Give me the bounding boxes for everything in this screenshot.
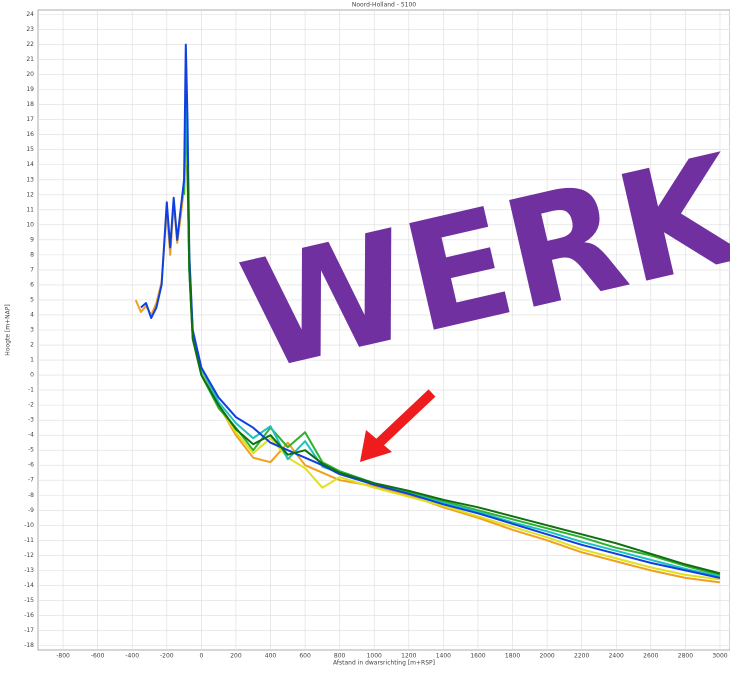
y-tick-label: -10: [24, 522, 34, 529]
x-tick-label: 2800: [678, 653, 693, 660]
x-tick-label: -200: [160, 653, 174, 660]
y-tick-label: 6: [30, 281, 34, 288]
y-tick-label: 5: [30, 296, 34, 303]
x-tick-label: 1800: [505, 653, 520, 660]
y-tick-label: 22: [26, 41, 34, 48]
y-tick-label: 19: [26, 86, 34, 93]
x-tick-label: 0: [199, 653, 203, 660]
x-tick-label: 1400: [436, 653, 451, 660]
x-tick-label: 1600: [470, 653, 485, 660]
x-tick-label: 1000: [367, 653, 382, 660]
y-tick-label: -17: [24, 627, 34, 634]
y-tick-label: -1: [28, 387, 34, 394]
y-tick-label: 2: [30, 342, 34, 349]
chart-title: Noord-Holland - 5100: [352, 2, 416, 9]
y-tick-label: 4: [30, 311, 34, 318]
x-tick-label: 1200: [401, 653, 416, 660]
y-tick-label: 11: [26, 206, 34, 213]
y-tick-label: -18: [24, 642, 34, 649]
x-axis-label: Afstand in dwarsrichting [m+RSP]: [333, 660, 435, 667]
y-tick-label: -6: [28, 462, 34, 469]
x-tick-label: -400: [125, 653, 139, 660]
y-tick-label: 14: [26, 161, 34, 168]
y-tick-label: 7: [30, 266, 34, 273]
y-tick-label: 15: [26, 146, 34, 153]
y-tick-label: -14: [24, 582, 34, 589]
y-tick-label: 21: [26, 56, 34, 63]
x-tick-label: 400: [265, 653, 277, 660]
y-tick-label: 12: [26, 191, 34, 198]
y-tick-label: 24: [26, 11, 34, 18]
x-tick-label: -800: [56, 653, 70, 660]
x-tick-label: 2000: [539, 653, 554, 660]
y-tick-label: -5: [28, 447, 34, 454]
y-tick-label: -7: [28, 477, 34, 484]
y-tick-label: -16: [24, 612, 34, 619]
y-tick-label: 0: [30, 372, 34, 379]
y-tick-label: -9: [28, 507, 34, 514]
y-tick-label: 9: [30, 236, 34, 243]
y-tick-label: 23: [26, 26, 34, 33]
y-tick-label: -12: [24, 552, 34, 559]
y-tick-label: 13: [26, 176, 34, 183]
y-tick-label: -4: [28, 432, 34, 439]
y-tick-label: -8: [28, 492, 34, 499]
x-tick-label: 3000: [712, 653, 727, 660]
chart: Noord-Holland - 5100 Afstand in dwarsric…: [0, 0, 730, 693]
y-tick-label: 3: [30, 327, 34, 334]
x-tick-label: 2400: [609, 653, 624, 660]
y-tick-label: -3: [28, 417, 34, 424]
y-tick-label: 20: [26, 71, 34, 78]
x-tick-label: 2600: [643, 653, 658, 660]
x-tick-label: 800: [334, 653, 346, 660]
y-tick-label: 10: [26, 221, 34, 228]
x-tick-label: -600: [91, 653, 105, 660]
y-tick-label: 18: [26, 101, 34, 108]
y-tick-label: -13: [24, 567, 34, 574]
y-tick-label: 1: [30, 357, 34, 364]
y-axis-label: Hoogte [m+NAP]: [5, 304, 12, 355]
x-tick-label: 200: [230, 653, 242, 660]
y-tick-label: 16: [26, 131, 34, 138]
y-tick-label: -15: [24, 597, 34, 604]
y-tick-label: -2: [28, 402, 34, 409]
y-tick-label: 17: [26, 116, 34, 123]
y-tick-label: 8: [30, 251, 34, 258]
x-tick-label: 600: [299, 653, 311, 660]
y-tick-label: -11: [24, 537, 34, 544]
x-tick-label: 2200: [574, 653, 589, 660]
